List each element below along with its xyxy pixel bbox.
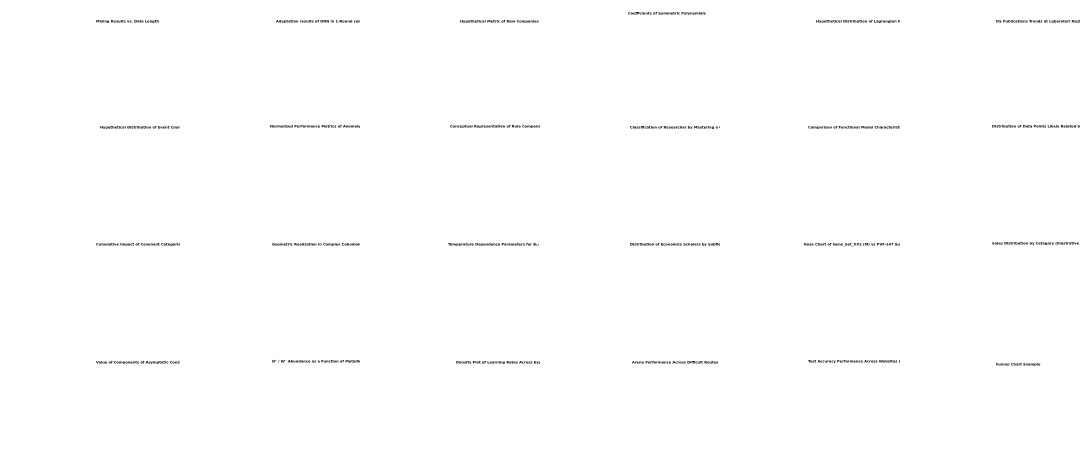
chart-posneg-bars: Value of Components of Asymptotic Consta… [96, 360, 180, 364]
chart-network: Arena Performance Across Difficult Route… [632, 360, 718, 364]
chart-title: Classification of Researcher by Masterin… [630, 125, 720, 129]
chart-kde: Density Plot of Learning Rates Across Ex… [456, 360, 540, 364]
chart-title: N⁺ / W⁻ Abundance as a Function of Metal… [272, 359, 360, 363]
chart-boxplots: Hypothetical Distribution of Lagrangian … [816, 19, 900, 23]
chart-violins: Distribution of Data Points Likely Relat… [992, 124, 1080, 128]
chart-jagged-multiline: Adaptation results of DNN in 1-Round com… [276, 19, 360, 23]
chart-contour: N⁺ / W⁻ Abundance as a Function of Metal… [272, 359, 360, 363]
chart-stacked-area: Cumulative Impact of Covenant Categories… [96, 242, 180, 246]
chart-title: Arena Performance Across Difficult Route… [632, 360, 718, 364]
chart-heatmap: Coefficients of Symmetric Polynomials [628, 11, 706, 15]
chart-title: Coefficients of Symmetric Polynomials [628, 11, 706, 15]
chart-3d-bars: Conceptual Representation of Rule Compon… [450, 124, 540, 128]
chart-title: Geometric Realization in Complex Cohomol… [272, 242, 360, 246]
chart-temp-bars: Temperature Dependence Parameters for B₁… [448, 242, 540, 246]
chart-rising-errlines: Hypothetical Metric of New Companies Acr… [460, 19, 540, 23]
chart-title: Hypothetical Distribution of Lagrangian … [816, 19, 900, 23]
chart-title: Adaptation results of DNN in 1-Round com… [276, 19, 360, 23]
chart-radar: Normalized Performance Metrics of Anomal… [270, 124, 360, 128]
chart-title: Conceptual Representation of Rule Compon… [450, 124, 540, 128]
chart-pub-scatter: DS Publications Trends at Laboratori Naz… [996, 19, 1080, 23]
chart-title: Mixing Results vs. Data Length [96, 19, 159, 23]
chart-title: Normalized Performance Metrics of Anomal… [270, 124, 360, 128]
chart-stem-bars: Mixing Results vs. Data Length [96, 19, 159, 23]
chart-title: Test Accuracy Performance Across Website… [808, 359, 900, 363]
chart-donut: Distribution of Economics Scholars by Su… [630, 242, 720, 246]
chart-title: Density Plot of Learning Rates Across Ex… [456, 360, 540, 364]
chart-title: DS Publications Trends at Laboratori Naz… [996, 19, 1080, 23]
chart-treemap: Sales Distribution by Category (Illustra… [992, 241, 1080, 245]
chart-pie: Classification of Researcher by Masterin… [630, 125, 720, 129]
chart-title: Rose Chart of Gene_Set_X#2 (M) vs PVF-14… [804, 242, 900, 246]
chart-dumbbell: Test Accuracy Performance Across Website… [808, 359, 900, 363]
chart-title: Hypothetical Distribution of Event Count… [100, 125, 180, 129]
chart-title: Distribution of Economics Scholars by Su… [630, 242, 720, 246]
chart-title: Funnel Chart Example [996, 362, 1041, 366]
chart-bubble-scatter: Geometric Realization in Complex Cohomol… [272, 242, 360, 246]
chart-funnel: Funnel Chart Example [996, 362, 1041, 366]
chart-title: Sales Distribution by Category (Illustra… [992, 241, 1080, 245]
chart-title: Temperature Dependence Parameters for B₁… [448, 242, 540, 246]
chart-title: Comparison of Functional Model Character… [808, 125, 900, 129]
chart-rose: Rose Chart of Gene_Set_X#2 (M) vs PVF-14… [804, 242, 900, 246]
chart-title: Cumulative Impact of Covenant Categories… [96, 242, 180, 246]
chart-title: Hypothetical Metric of New Companies Acr… [460, 19, 540, 23]
chart-title: Value of Components of Asymptotic Consta… [96, 360, 180, 364]
chart-title: Distribution of Data Points Likely Relat… [992, 124, 1080, 128]
chart-err-pairs: Comparison of Functional Model Character… [808, 125, 900, 129]
chart-histogram: Hypothetical Distribution of Event Count… [100, 125, 180, 129]
